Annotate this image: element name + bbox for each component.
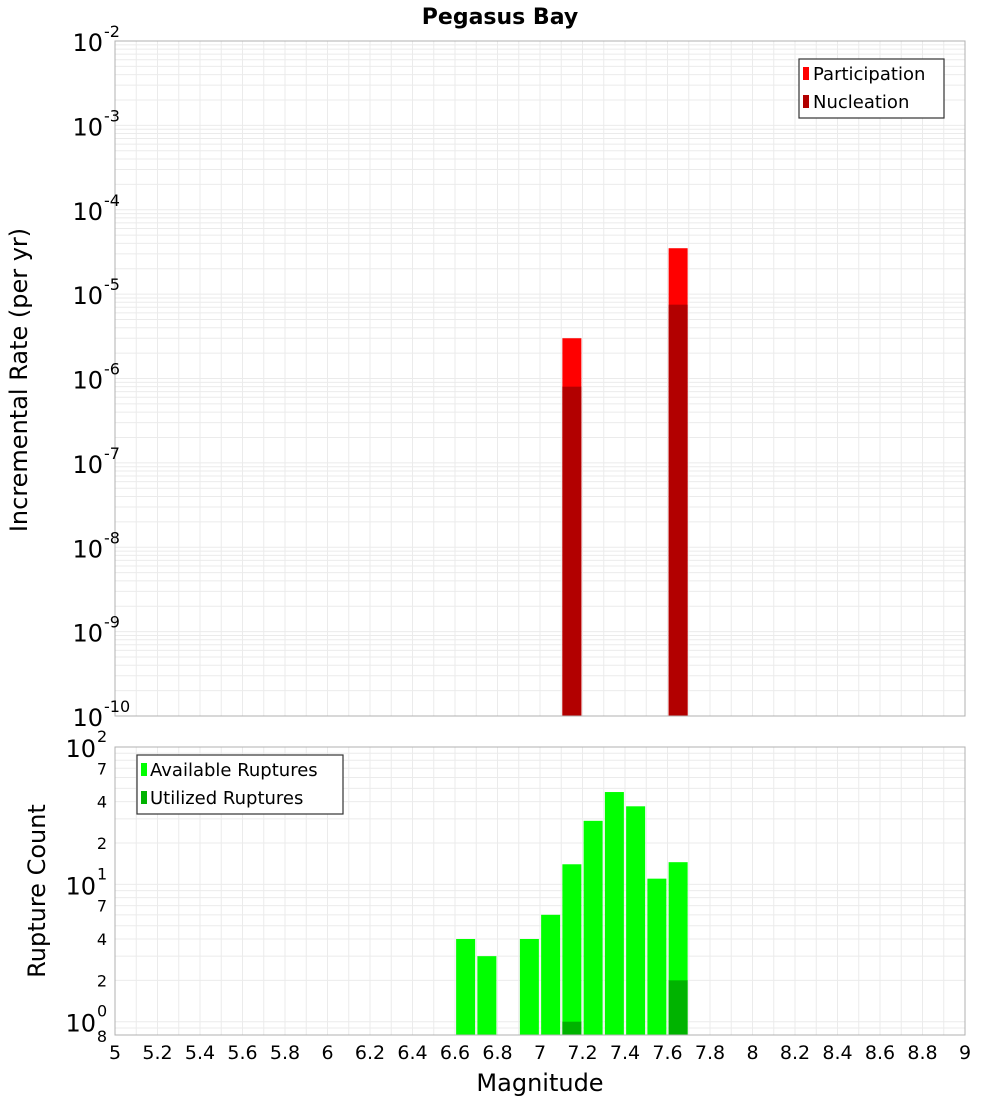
top-y-tick-exponent: -7 — [104, 444, 120, 463]
bottom-y-tick-base: 10 — [65, 735, 96, 763]
available-ruptures-bar — [626, 806, 646, 1035]
bottom-y-tick-base: 10 — [65, 1010, 96, 1038]
bottom-y-minor-tick: 8 — [97, 1027, 107, 1046]
top-y-tick-base: 10 — [72, 704, 103, 732]
top-chart-bars — [562, 248, 688, 717]
x-tick-label: 5.8 — [270, 1042, 300, 1064]
top-y-tick-base: 10 — [72, 29, 103, 57]
bottom-plot-frame — [114, 746, 966, 1036]
x-tick-label: 5.4 — [185, 1042, 215, 1064]
x-tick-label: 6.2 — [355, 1042, 385, 1064]
nucleation-legend-label: Nucleation — [813, 92, 909, 113]
x-tick-label: 8 — [746, 1042, 758, 1064]
top-y-tick-base: 10 — [72, 113, 103, 141]
nucleation-bar — [668, 304, 688, 716]
top-y-tick-base: 10 — [72, 535, 103, 563]
x-tick-label: 9 — [959, 1042, 971, 1064]
available-legend-label: Available Ruptures — [150, 760, 318, 781]
x-tick-label: 5.6 — [227, 1042, 257, 1064]
participation-legend-label: Participation — [813, 64, 925, 85]
top-legend: Participation Nucleation — [798, 58, 945, 119]
utilized-legend-swatch — [141, 791, 147, 804]
available-ruptures-bar — [562, 864, 582, 1035]
top-chart-grid — [114, 41, 966, 717]
x-tick-label: 8.4 — [822, 1042, 852, 1064]
top-y-tick-labels: 10-210-310-410-510-610-710-810-910-10 — [72, 22, 130, 732]
bottom-y-minor-tick: 2 — [97, 834, 107, 853]
top-y-tick-exponent: -3 — [104, 106, 120, 125]
bottom-y-minor-tick: 4 — [97, 930, 107, 949]
x-axis-label: Magnitude — [476, 1069, 603, 1097]
participation-legend-swatch — [803, 67, 809, 80]
top-y-tick-exponent: -5 — [104, 275, 120, 294]
x-tick-label: 8.6 — [865, 1042, 895, 1064]
top-y-tick-exponent: -9 — [104, 613, 120, 632]
x-tick-label: 6.6 — [440, 1042, 470, 1064]
available-ruptures-bar — [647, 878, 667, 1035]
top-y-axis-label: Incremental Rate (per yr) — [5, 228, 33, 532]
top-y-tick-exponent: -8 — [104, 528, 120, 547]
bottom-legend-box — [136, 754, 344, 815]
utilized-legend-label: Utilized Ruptures — [150, 788, 303, 809]
top-y-tick-base: 10 — [72, 451, 103, 479]
top-y-tick-exponent: -10 — [104, 697, 130, 716]
top-y-tick-base: 10 — [72, 198, 103, 226]
bottom-y-tick-base: 10 — [65, 872, 96, 900]
available-ruptures-bar — [477, 956, 497, 1035]
x-tick-label: 6.8 — [482, 1042, 512, 1064]
bottom-y-minor-tick: 2 — [97, 971, 107, 990]
top-y-tick-exponent: -2 — [104, 22, 120, 41]
bottom-y-tick-exponent: 2 — [97, 727, 107, 746]
x-tick-label: 8.2 — [780, 1042, 810, 1064]
x-tick-label: 6.4 — [397, 1042, 427, 1064]
bottom-legend: Available Ruptures Utilized Ruptures — [136, 754, 344, 815]
available-ruptures-bar — [456, 939, 476, 1035]
nucleation-legend-swatch — [803, 95, 809, 108]
x-tick-label: 7.2 — [567, 1042, 597, 1064]
bottom-y-tick-exponent: 0 — [97, 1002, 107, 1021]
x-tick-label: 5 — [109, 1042, 121, 1064]
top-y-tick-base: 10 — [72, 367, 103, 395]
available-ruptures-bar — [541, 914, 561, 1035]
top-legend-box — [798, 58, 945, 119]
x-tick-label: 7.8 — [695, 1042, 725, 1064]
top-y-tick-exponent: -4 — [104, 191, 120, 210]
utilized-ruptures-bar — [562, 1021, 582, 1035]
bottom-y-minor-tick: 7 — [97, 759, 107, 778]
bottom-y-axis-label: Rupture Count — [23, 804, 51, 978]
bottom-chart-bars — [456, 792, 688, 1035]
available-ruptures-bar — [604, 792, 624, 1035]
bottom-y-minor-tick: 7 — [97, 897, 107, 916]
top-y-tick-base: 10 — [72, 282, 103, 310]
available-ruptures-bar — [519, 939, 539, 1035]
available-legend-swatch — [141, 763, 147, 776]
x-tick-label: 6 — [321, 1042, 333, 1064]
utilized-ruptures-bar — [668, 980, 688, 1035]
x-tick-label: 7 — [534, 1042, 546, 1064]
nucleation-bar — [562, 386, 582, 716]
available-ruptures-bar — [583, 820, 603, 1035]
bottom-y-tick-exponent: 1 — [97, 864, 107, 883]
x-tick-label: 8.8 — [907, 1042, 937, 1064]
x-tick-label: 7.6 — [652, 1042, 682, 1064]
x-tick-label: 5.2 — [142, 1042, 172, 1064]
top-plot-frame — [114, 40, 966, 717]
bottom-y-minor-tick: 4 — [97, 793, 107, 812]
x-tick-labels: 5 5.2 5.4 5.6 5.8 6 6.2 6.4 6.6 6.8 7 7.2 7.4 7.6 7.8 8… — [109, 1042, 971, 1064]
x-tick-label: 7.4 — [610, 1042, 640, 1064]
chart-title: Pegasus Bay — [422, 5, 578, 30]
top-y-tick-base: 10 — [72, 620, 103, 648]
top-y-tick-exponent: -6 — [104, 360, 120, 379]
